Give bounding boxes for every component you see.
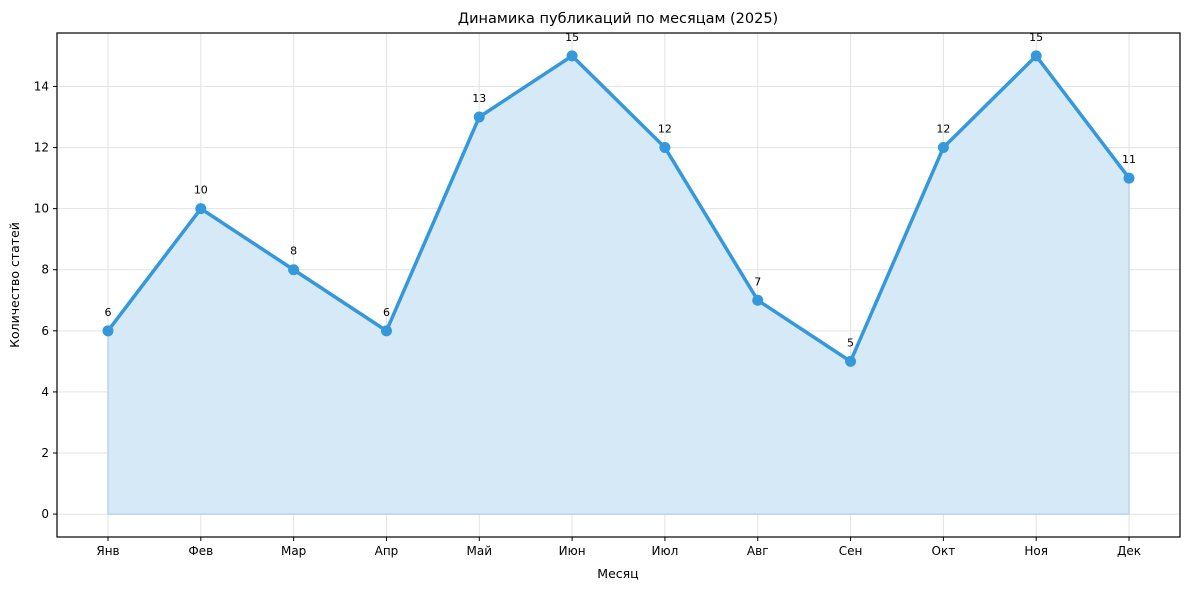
data-label: 12 bbox=[936, 123, 950, 136]
data-label: 13 bbox=[472, 92, 486, 105]
x-tick-label: Янв bbox=[96, 544, 119, 558]
data-label: 7 bbox=[754, 275, 761, 288]
data-label: 15 bbox=[565, 31, 579, 44]
x-tick-label: Апр bbox=[375, 544, 399, 558]
data-label: 11 bbox=[1122, 153, 1136, 166]
x-tick-label: Сен bbox=[839, 544, 863, 558]
y-tick-label: 14 bbox=[34, 79, 49, 93]
x-axis-label: Месяц bbox=[597, 566, 638, 581]
x-tick-label: Фев bbox=[188, 544, 213, 558]
y-tick-label: 12 bbox=[34, 141, 49, 155]
x-tick-label: Окт bbox=[932, 544, 956, 558]
data-point bbox=[1123, 172, 1135, 184]
area-fill bbox=[107, 54, 1130, 515]
plot-frame bbox=[56, 32, 1181, 538]
y-tick-label: 0 bbox=[41, 507, 49, 521]
x-tick-label: Ноя bbox=[1024, 544, 1048, 558]
x-tick-label: Мар bbox=[281, 544, 306, 558]
data-label: 10 bbox=[194, 184, 208, 197]
chart-title: Динамика публикаций по месяцам (2025) bbox=[458, 11, 778, 27]
data-label: 6 bbox=[383, 306, 390, 319]
data-point bbox=[752, 294, 764, 306]
data-point bbox=[1030, 50, 1042, 62]
x-tick-label: Май bbox=[467, 544, 493, 558]
data-point bbox=[937, 142, 949, 154]
data-labels: 6 10 8 6 13 15 12 7 5 12 15 11 bbox=[105, 31, 1137, 349]
data-label: 15 bbox=[1029, 31, 1043, 44]
data-point bbox=[380, 325, 392, 337]
y-axis-label: Количество статей bbox=[7, 222, 22, 348]
x-tick-label: Дек bbox=[1117, 544, 1141, 558]
y-tick-label: 8 bbox=[41, 263, 49, 277]
data-label: 5 bbox=[847, 336, 854, 349]
y-axis: 0 2 4 6 8 10 12 14 bbox=[34, 79, 57, 521]
data-label: 12 bbox=[658, 123, 672, 136]
data-point bbox=[288, 264, 300, 276]
data-point bbox=[659, 142, 671, 154]
y-tick-label: 10 bbox=[34, 202, 49, 216]
y-tick-label: 4 bbox=[41, 385, 49, 399]
data-point bbox=[566, 50, 578, 62]
data-label: 8 bbox=[290, 245, 297, 258]
y-tick-label: 2 bbox=[41, 446, 49, 460]
data-point bbox=[473, 111, 485, 123]
data-point bbox=[195, 203, 207, 215]
data-line bbox=[106, 54, 1131, 364]
y-tick-label: 6 bbox=[41, 324, 49, 338]
data-points bbox=[102, 50, 1135, 367]
x-axis: Янв Фев Мар Апр Май Июн Июл Авг Сен Окт Ноя Дек bbox=[96, 537, 1141, 558]
data-label: 6 bbox=[105, 306, 112, 319]
x-tick-label: Июл bbox=[652, 544, 679, 558]
data-point bbox=[102, 325, 114, 337]
x-tick-label: Июн bbox=[559, 544, 586, 558]
x-tick-label: Авг bbox=[747, 544, 769, 558]
data-point bbox=[845, 355, 857, 367]
